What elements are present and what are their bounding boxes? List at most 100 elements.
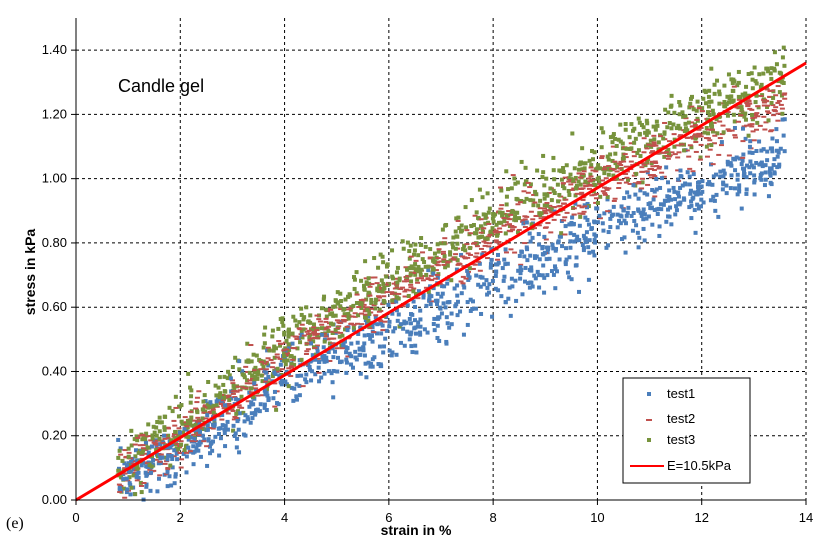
data-point-test3 — [469, 198, 474, 203]
data-point-test2 — [689, 105, 695, 108]
data-point-test1 — [321, 345, 326, 350]
data-point-test1 — [687, 182, 692, 187]
data-point-test1 — [437, 315, 442, 320]
data-point-test2 — [660, 151, 666, 154]
data-point-test1 — [362, 333, 367, 338]
data-point-test3 — [365, 307, 370, 312]
data-point-test3 — [704, 126, 709, 131]
data-point-test1 — [508, 313, 513, 318]
data-point-test1 — [228, 376, 233, 381]
data-point-test2 — [751, 139, 757, 142]
data-point-test3 — [688, 96, 693, 101]
data-point-test1 — [452, 286, 457, 291]
data-point-test3 — [242, 375, 247, 380]
data-point-test3 — [363, 315, 368, 320]
data-point-test3 — [746, 72, 751, 77]
data-point-test3 — [707, 113, 712, 118]
data-point-test3 — [249, 386, 254, 391]
data-point-test2 — [706, 128, 712, 131]
data-point-test1 — [283, 379, 288, 384]
data-point-test3 — [351, 303, 356, 308]
data-point-test2 — [508, 230, 514, 233]
data-point-test2 — [420, 251, 426, 254]
data-point-test1 — [465, 300, 470, 305]
data-point-test1 — [349, 341, 354, 346]
data-point-test1 — [575, 234, 580, 239]
data-point-test1 — [523, 265, 528, 270]
data-point-test2 — [614, 170, 620, 173]
data-point-test2 — [165, 468, 171, 471]
chart-annotation: Candle gel — [118, 76, 204, 96]
data-point-test2 — [203, 417, 209, 420]
data-point-test1 — [326, 350, 331, 355]
data-point-test1 — [592, 219, 597, 224]
data-point-test1 — [768, 146, 773, 151]
data-point-test3 — [635, 151, 640, 156]
data-point-test3 — [374, 297, 379, 302]
data-point-test1 — [231, 423, 236, 428]
data-point-test1 — [216, 426, 221, 431]
data-point-test3 — [702, 130, 707, 135]
data-point-test3 — [319, 326, 324, 331]
data-point-test1 — [687, 205, 692, 210]
data-point-test3 — [551, 188, 556, 193]
data-point-test2 — [588, 175, 594, 178]
data-point-test3 — [499, 220, 504, 225]
data-point-test2 — [374, 282, 380, 285]
data-point-test2 — [233, 416, 239, 419]
data-point-test2 — [599, 155, 605, 158]
data-point-test3 — [481, 212, 486, 217]
data-point-test2 — [274, 356, 280, 359]
data-point-test1 — [485, 285, 490, 290]
data-point-test2 — [693, 133, 699, 136]
data-point-test3 — [497, 220, 502, 225]
data-point-test3 — [468, 246, 473, 251]
data-point-test1 — [688, 188, 693, 193]
data-point-test2 — [403, 288, 409, 291]
data-point-test2 — [522, 242, 528, 245]
data-point-test1 — [428, 302, 433, 307]
data-point-test3 — [117, 448, 122, 453]
data-point-test3 — [311, 322, 316, 327]
data-point-test1 — [432, 316, 437, 321]
data-point-test1 — [580, 243, 585, 248]
data-point-test2 — [237, 389, 243, 392]
data-point-test1 — [489, 247, 494, 252]
data-point-test3 — [561, 165, 566, 170]
data-point-test2 — [196, 390, 202, 393]
data-point-test3 — [624, 146, 629, 151]
data-point-test3 — [743, 111, 748, 116]
data-point-test1 — [408, 321, 413, 326]
data-point-test2 — [323, 335, 329, 338]
data-point-test2 — [522, 218, 528, 221]
data-point-test2 — [686, 155, 692, 158]
data-point-test3 — [513, 218, 518, 223]
data-point-test3 — [366, 318, 371, 323]
data-point-test2 — [358, 312, 364, 315]
data-point-test1 — [639, 213, 644, 218]
data-point-test1 — [217, 453, 222, 458]
data-point-test1 — [389, 353, 394, 358]
data-point-test3 — [140, 450, 145, 455]
data-point-test1 — [368, 336, 373, 341]
data-point-test1 — [295, 373, 300, 378]
data-point-test3 — [416, 264, 421, 269]
data-point-test2 — [664, 154, 670, 157]
data-point-test3 — [686, 120, 691, 125]
data-point-test1 — [735, 177, 740, 182]
data-point-test2 — [589, 178, 595, 181]
data-point-test3 — [726, 72, 731, 77]
data-point-test1 — [342, 339, 347, 344]
data-point-test2 — [460, 282, 466, 285]
data-point-test2 — [403, 266, 409, 269]
data-point-test3 — [119, 475, 124, 480]
data-point-test3 — [322, 339, 327, 344]
data-point-test2 — [470, 263, 476, 266]
data-point-test3 — [381, 260, 386, 265]
data-point-test2 — [195, 416, 201, 419]
data-point-test3 — [366, 276, 371, 281]
data-point-test1 — [502, 274, 507, 279]
data-point-test1 — [478, 274, 483, 279]
data-point-test2 — [761, 99, 767, 102]
data-point-test2 — [758, 94, 764, 97]
